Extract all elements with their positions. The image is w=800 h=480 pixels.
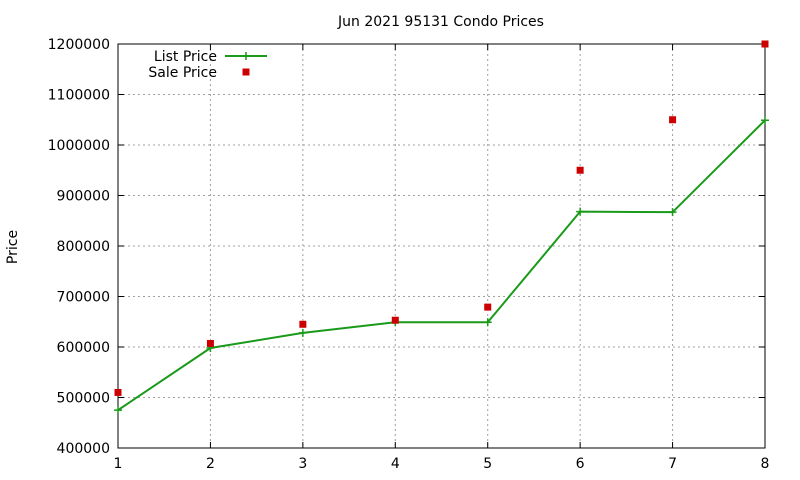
y-tick-label: 800000 xyxy=(57,239,110,255)
y-tick-label: 1100000 xyxy=(48,88,110,104)
legend-label: Sale Price xyxy=(148,65,217,81)
x-tick-label: 1 xyxy=(114,456,123,472)
sale-price-point xyxy=(484,303,492,311)
x-tick-label: 8 xyxy=(761,456,770,472)
y-tick-label: 900000 xyxy=(57,189,110,205)
chart-title: Jun 2021 95131 Condo Prices xyxy=(337,14,544,30)
x-tick-label: 4 xyxy=(391,456,400,472)
sale-price-point xyxy=(206,339,214,347)
x-tick-label: 2 xyxy=(206,456,215,472)
series xyxy=(114,40,769,415)
sale-price-point xyxy=(114,388,122,396)
series-list-price xyxy=(114,116,769,415)
y-tick-label: 1000000 xyxy=(48,138,110,154)
sale-price-point xyxy=(391,316,399,324)
y-tick-label: 700000 xyxy=(57,290,110,306)
sale-price-point xyxy=(576,166,584,174)
series-sale-price xyxy=(114,40,769,396)
list-price-line xyxy=(117,119,766,411)
y-tick-label: 500000 xyxy=(57,391,110,407)
grid xyxy=(118,44,765,448)
y-axis-label: Price xyxy=(5,230,21,264)
y-tick-label: 1200000 xyxy=(48,37,110,53)
sale-price-point xyxy=(299,320,307,328)
list-price-point xyxy=(298,328,307,337)
sale-price-point xyxy=(761,40,769,48)
list-price-point xyxy=(761,116,769,125)
y-tick-label: 400000 xyxy=(57,441,110,457)
y-tick-label: 600000 xyxy=(57,340,110,356)
list-price-point xyxy=(114,406,122,415)
sale-price-point xyxy=(242,68,250,76)
axis-ticks: 1 2 3 4 5 6 7 8 400000 500000 600000 700000 800000 90… xyxy=(48,37,770,472)
legend-label: List Price xyxy=(154,49,217,65)
list-price-point xyxy=(483,318,492,327)
x-tick-label: 3 xyxy=(298,456,307,472)
x-tick-label: 6 xyxy=(576,456,585,472)
list-price-point xyxy=(668,208,677,217)
x-tick-label: 5 xyxy=(483,456,492,472)
plot-frame xyxy=(117,43,766,449)
list-price-point xyxy=(242,52,250,60)
x-tick-label: 7 xyxy=(668,456,677,472)
sale-price-point xyxy=(669,116,677,124)
list-price-point xyxy=(576,207,585,216)
